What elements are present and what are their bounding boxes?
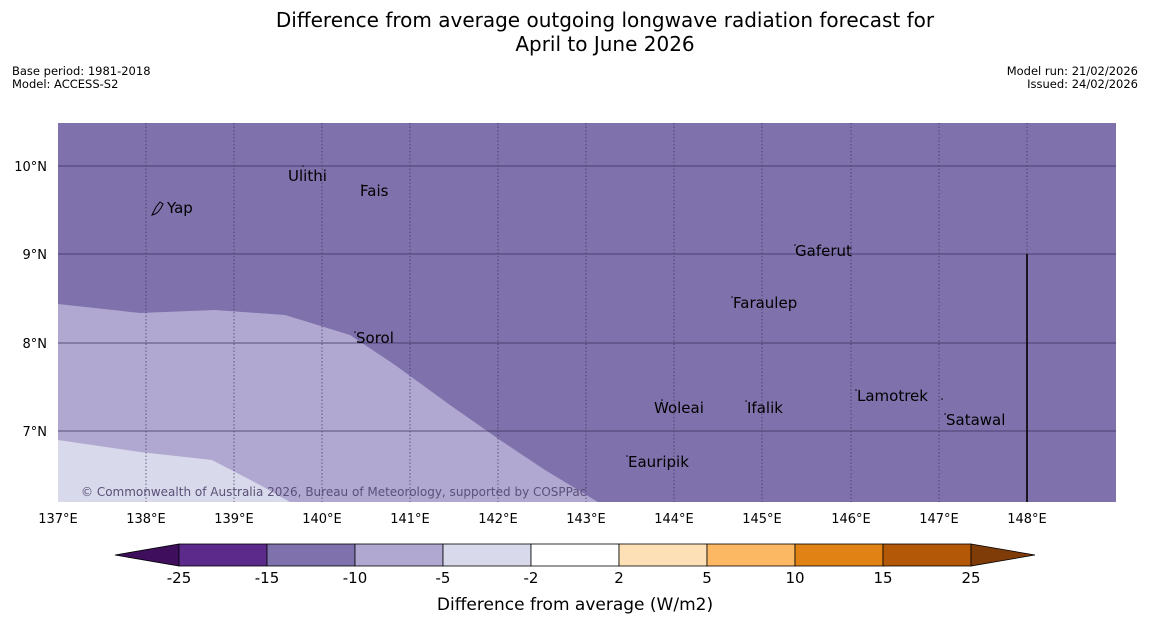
map-figure: Ulithi Fais Yap Gaferut Faraulep Sorol L…	[0, 0, 1150, 644]
place-woleai: Woleai	[654, 399, 704, 417]
lat-label-10n: 10°N	[14, 160, 47, 175]
lon-label-142e: 142°E	[478, 512, 518, 527]
colorbar-segment-4	[443, 544, 531, 566]
place-yap: Yap	[166, 199, 193, 217]
lon-label-139e: 139°E	[214, 512, 254, 527]
lat-label-8n: 8°N	[23, 337, 48, 352]
colorbar-tick: 2	[614, 569, 624, 587]
place-faraulep: Faraulep	[733, 294, 797, 312]
place-ulithi: Ulithi	[288, 167, 327, 185]
colorbar-tick: 15	[873, 569, 892, 587]
colorbar-segment-3	[355, 544, 443, 566]
place-fais: Fais	[360, 182, 389, 200]
colorbar-segment-2	[267, 544, 355, 566]
lon-label-140e: 140°E	[302, 512, 342, 527]
colorbar-segment-9	[883, 544, 971, 566]
colorbar-tick: -2	[524, 569, 539, 587]
colorbar-segment-5	[531, 544, 619, 566]
lon-label-148e: 148°E	[1007, 512, 1047, 527]
colorbar-tick: 25	[961, 569, 980, 587]
lon-label-143e: 143°E	[566, 512, 606, 527]
lon-label-146e: 146°E	[831, 512, 871, 527]
place-eauripik: Eauripik	[628, 453, 689, 471]
colorbar-segment-8	[795, 544, 883, 566]
lon-label-144e: 144°E	[654, 512, 694, 527]
colorbar-tick: -25	[167, 569, 192, 587]
colorbar-tick: -15	[255, 569, 280, 587]
lat-label-9n: 9°N	[23, 248, 48, 263]
lon-label-145e: 145°E	[742, 512, 782, 527]
map-panel: Ulithi Fais Yap Gaferut Faraulep Sorol L…	[58, 123, 1116, 502]
place-satawal: Satawal	[946, 411, 1005, 429]
place-sorol: Sorol	[356, 329, 394, 347]
colorbar-segment-6	[619, 544, 707, 566]
colorbar-tick: 10	[785, 569, 804, 587]
colorbar-arrow-low	[115, 544, 179, 566]
lon-label-138e: 138°E	[126, 512, 166, 527]
colorbar-segment-7	[707, 544, 795, 566]
place-lamotrek: Lamotrek	[857, 387, 928, 405]
colorbar-tick: -5	[436, 569, 451, 587]
colorbar: -25 -15 -10 -5 -2 2 5 10 15 25 Differenc…	[115, 544, 1035, 615]
colorbar-tick: -10	[343, 569, 368, 587]
lon-label-141e: 141°E	[390, 512, 430, 527]
colorbar-arrow-high	[971, 544, 1035, 566]
copyright-text: © Commonwealth of Australia 2026, Bureau…	[81, 485, 586, 499]
place-ifalik: Ifalik	[747, 399, 783, 417]
lon-label-137e: 137°E	[38, 512, 78, 527]
lat-label-7n: 7°N	[23, 425, 48, 440]
place-gaferut: Gaferut	[795, 242, 852, 260]
colorbar-segment-1	[179, 544, 267, 566]
colorbar-tick: 5	[702, 569, 712, 587]
lon-label-147e: 147°E	[919, 512, 959, 527]
colorbar-label: Difference from average (W/m2)	[437, 595, 713, 615]
